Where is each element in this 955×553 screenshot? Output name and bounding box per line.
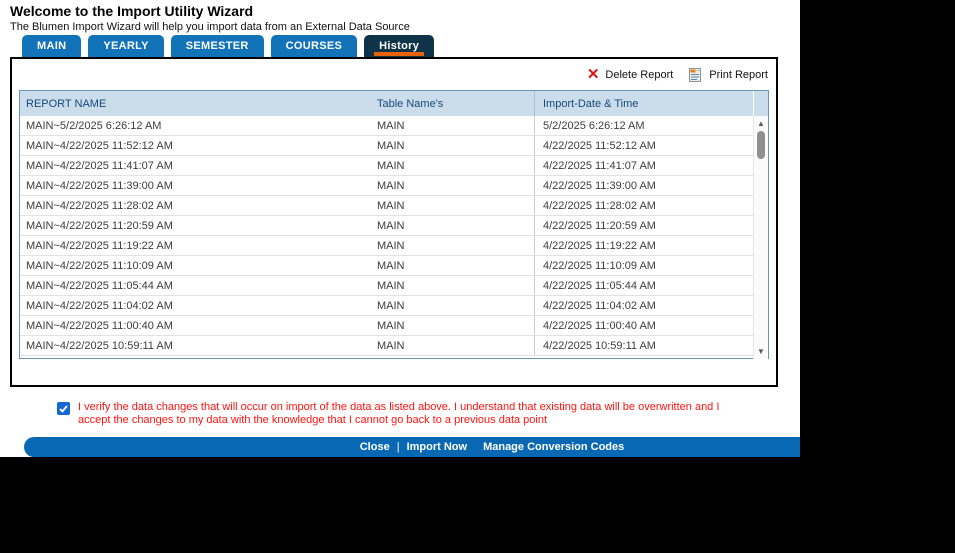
table-row[interactable]: MAIN~5/2/2025 6:26:12 AM MAIN 5/2/2025 6…: [20, 116, 768, 136]
column-header-scroll-stub: [753, 91, 768, 116]
tab-semester[interactable]: SEMESTER: [170, 35, 264, 57]
tab-yearly[interactable]: YEARLY: [88, 35, 164, 57]
check-icon: [59, 404, 68, 413]
cell-import-datetime: 4/22/2025 11:19:22 AM: [534, 236, 753, 255]
cell-table-name: MAIN: [377, 239, 405, 252]
cell-report-name: MAIN~4/22/2025 11:39:00 AM: [26, 179, 173, 192]
print-report-icon[interactable]: [687, 67, 703, 83]
cell-report-name: MAIN~4/22/2025 11:00:40 AM: [26, 319, 173, 332]
cell-import-datetime: 4/22/2025 11:05:44 AM: [534, 276, 753, 295]
cell-report-name: MAIN~4/22/2025 11:52:12 AM: [26, 139, 173, 152]
page-subtitle: The Blumen Import Wizard will help you i…: [10, 21, 410, 33]
cell-import-datetime: 4/22/2025 11:39:00 AM: [534, 176, 753, 195]
report-toolbar: ✕ Delete Report Print Report: [587, 67, 768, 83]
manage-conversion-codes-button[interactable]: Manage Conversion Codes: [483, 441, 625, 453]
confirmation-row: I verify the data changes that will occu…: [57, 401, 728, 427]
history-panel: ✕ Delete Report Print Report REPORT NAME…: [10, 57, 778, 387]
cell-import-datetime: 4/22/2025 11:00:40 AM: [534, 316, 753, 335]
scroll-up-icon[interactable]: ▲: [757, 119, 765, 128]
cell-import-datetime: 5/2/2025 6:26:12 AM: [534, 116, 753, 135]
cell-report-name: MAIN~4/22/2025 11:10:09 AM: [26, 259, 173, 272]
close-button[interactable]: Close: [359, 441, 390, 453]
cell-report-name: MAIN~4/22/2025 11:41:07 AM: [26, 159, 173, 172]
delete-x-icon[interactable]: ✕: [586, 66, 600, 83]
verify-checkbox[interactable]: [57, 402, 70, 415]
footer-separator: |: [396, 441, 400, 453]
cell-import-datetime: 4/22/2025 11:04:02 AM: [534, 296, 753, 315]
scroll-down-icon[interactable]: ▼: [757, 347, 765, 356]
cell-import-datetime: 4/22/2025 11:41:07 AM: [534, 156, 753, 175]
cell-report-name: MAIN~4/22/2025 11:20:59 AM: [26, 219, 173, 232]
cell-import-datetime: 4/22/2025 11:52:12 AM: [534, 136, 753, 155]
table-row[interactable]: MAIN~4/22/2025 11:10:09 AM MAIN 4/22/202…: [20, 256, 768, 276]
table-row[interactable]: MAIN~4/22/2025 11:28:02 AM MAIN 4/22/202…: [20, 196, 768, 216]
tab-main[interactable]: MAIN: [22, 35, 82, 57]
print-report-button[interactable]: Print Report: [709, 69, 768, 81]
column-header-report-name[interactable]: REPORT NAME: [26, 97, 107, 110]
cell-table-name: MAIN: [377, 159, 405, 172]
tab-history[interactable]: History: [364, 35, 435, 57]
table-body: MAIN~5/2/2025 6:26:12 AM MAIN 5/2/2025 6…: [20, 116, 768, 359]
table-scrollbar[interactable]: ▲ ▼: [753, 116, 768, 359]
cell-report-name: MAIN~4/22/2025 10:59:11 AM: [26, 339, 173, 352]
table-row[interactable]: MAIN~4/22/2025 11:19:22 AM MAIN 4/22/202…: [20, 236, 768, 256]
cell-table-name: MAIN: [377, 279, 405, 292]
cell-table-name: MAIN: [377, 119, 405, 132]
table-row[interactable]: MAIN~4/22/2025 11:00:40 AM MAIN 4/22/202…: [20, 316, 768, 336]
active-tab-indicator: [374, 52, 425, 56]
table-row[interactable]: MAIN~4/22/2025 11:20:59 AM MAIN 4/22/202…: [20, 216, 768, 236]
table-row[interactable]: MAIN~4/22/2025 11:39:00 AM MAIN 4/22/202…: [20, 176, 768, 196]
tab-courses[interactable]: COURSES: [270, 35, 358, 57]
cell-report-name: MAIN~4/22/2025 11:04:02 AM: [26, 299, 173, 312]
cell-import-datetime: 4/22/2025 11:28:02 AM: [534, 196, 753, 215]
import-now-button[interactable]: Import Now: [406, 441, 468, 453]
cell-report-name: MAIN~4/22/2025 11:28:02 AM: [26, 199, 173, 212]
table-row[interactable]: MAIN~4/22/2025 11:05:44 AM MAIN 4/22/202…: [20, 276, 768, 296]
cell-table-name: MAIN: [377, 139, 405, 152]
page-title: Welcome to the Import Utility Wizard: [10, 3, 254, 19]
table-row[interactable]: MAIN~4/22/2025 11:52:12 AM MAIN 4/22/202…: [20, 136, 768, 156]
cell-table-name: MAIN: [377, 199, 405, 212]
column-header-table-name[interactable]: Table Name's: [377, 97, 444, 110]
table-row[interactable]: MAIN~4/22/2025 11:04:02 AM MAIN 4/22/202…: [20, 296, 768, 316]
tab-history-label: History: [379, 40, 420, 52]
cell-table-name: MAIN: [377, 319, 405, 332]
table-row[interactable]: MAIN~4/22/2025 11:41:07 AM MAIN 4/22/202…: [20, 156, 768, 176]
cell-table-name: MAIN: [377, 259, 405, 272]
column-header-import-date[interactable]: Import-Date & Time: [534, 91, 753, 116]
cell-report-name: MAIN~5/2/2025 6:26:12 AM: [26, 119, 162, 132]
table-row[interactable]: MAIN~4/22/2025 10:59:11 AM MAIN 4/22/202…: [20, 336, 768, 356]
delete-report-button[interactable]: Delete Report: [605, 69, 674, 81]
cell-report-name: MAIN~4/22/2025 11:05:44 AM: [26, 279, 173, 292]
cell-table-name: MAIN: [377, 179, 405, 192]
footer-action-bar: Close | Import Now Manage Conversion Cod…: [24, 437, 800, 457]
cell-table-name: MAIN: [377, 219, 405, 232]
cell-report-name: MAIN~4/22/2025 11:19:22 AM: [26, 239, 173, 252]
letterbox-bottom: [0, 457, 955, 553]
scrollbar-thumb[interactable]: [757, 131, 765, 159]
cell-table-name: MAIN: [377, 339, 405, 352]
verify-warning-text: I verify the data changes that will occu…: [78, 401, 720, 426]
tab-strip: MAIN YEARLY SEMESTER COURSES History: [22, 35, 435, 57]
cell-import-datetime: 4/22/2025 10:59:11 AM: [534, 336, 753, 355]
cell-import-datetime: 4/22/2025 11:20:59 AM: [534, 216, 753, 235]
cell-import-datetime: 4/22/2025 11:10:09 AM: [534, 256, 753, 275]
cell-table-name: MAIN: [377, 299, 405, 312]
table-header-row: REPORT NAME Table Name's Import-Date & T…: [20, 91, 768, 116]
history-table: REPORT NAME Table Name's Import-Date & T…: [19, 90, 769, 359]
